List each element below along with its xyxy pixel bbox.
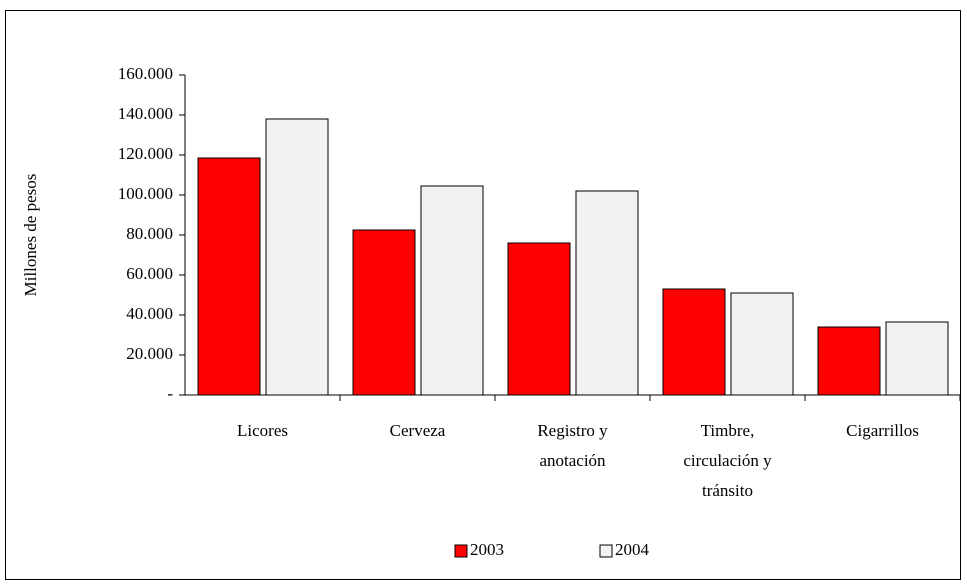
bar <box>575 190 639 396</box>
bar <box>662 288 726 396</box>
bar <box>352 229 416 396</box>
legend-swatch <box>599 544 613 558</box>
bar <box>817 326 881 396</box>
bar <box>265 118 329 396</box>
bar <box>420 185 484 396</box>
y-tick-label: 100.000 <box>118 184 173 203</box>
bar <box>507 242 571 396</box>
y-tick-label: 40.000 <box>126 304 173 323</box>
y-tick-label: 140.000 <box>118 104 173 123</box>
y-tick-label: 60.000 <box>126 264 173 283</box>
legend-swatch <box>454 544 468 558</box>
y-tick-label: 20.000 <box>126 344 173 363</box>
x-tick-label: Registro y anotación <box>537 421 608 470</box>
x-tick-label: Timbre, circulación y tránsito <box>683 421 772 500</box>
y-tick-label: 120.000 <box>118 144 173 163</box>
y-tick-label: - <box>167 384 173 403</box>
y-axis-label: Millones de pesos <box>21 174 40 297</box>
bar <box>197 157 261 396</box>
x-tick-label: Cigarrillos <box>846 421 919 440</box>
x-tick-label: Cerveza <box>390 421 446 440</box>
bar <box>730 292 794 396</box>
y-tick-label: 80.000 <box>126 224 173 243</box>
bar <box>885 321 949 396</box>
x-tick-label: Licores <box>237 421 288 440</box>
y-tick-label: 160.000 <box>118 64 173 83</box>
legend-label: 2004 <box>615 540 650 559</box>
legend-label: 2003 <box>470 540 504 559</box>
